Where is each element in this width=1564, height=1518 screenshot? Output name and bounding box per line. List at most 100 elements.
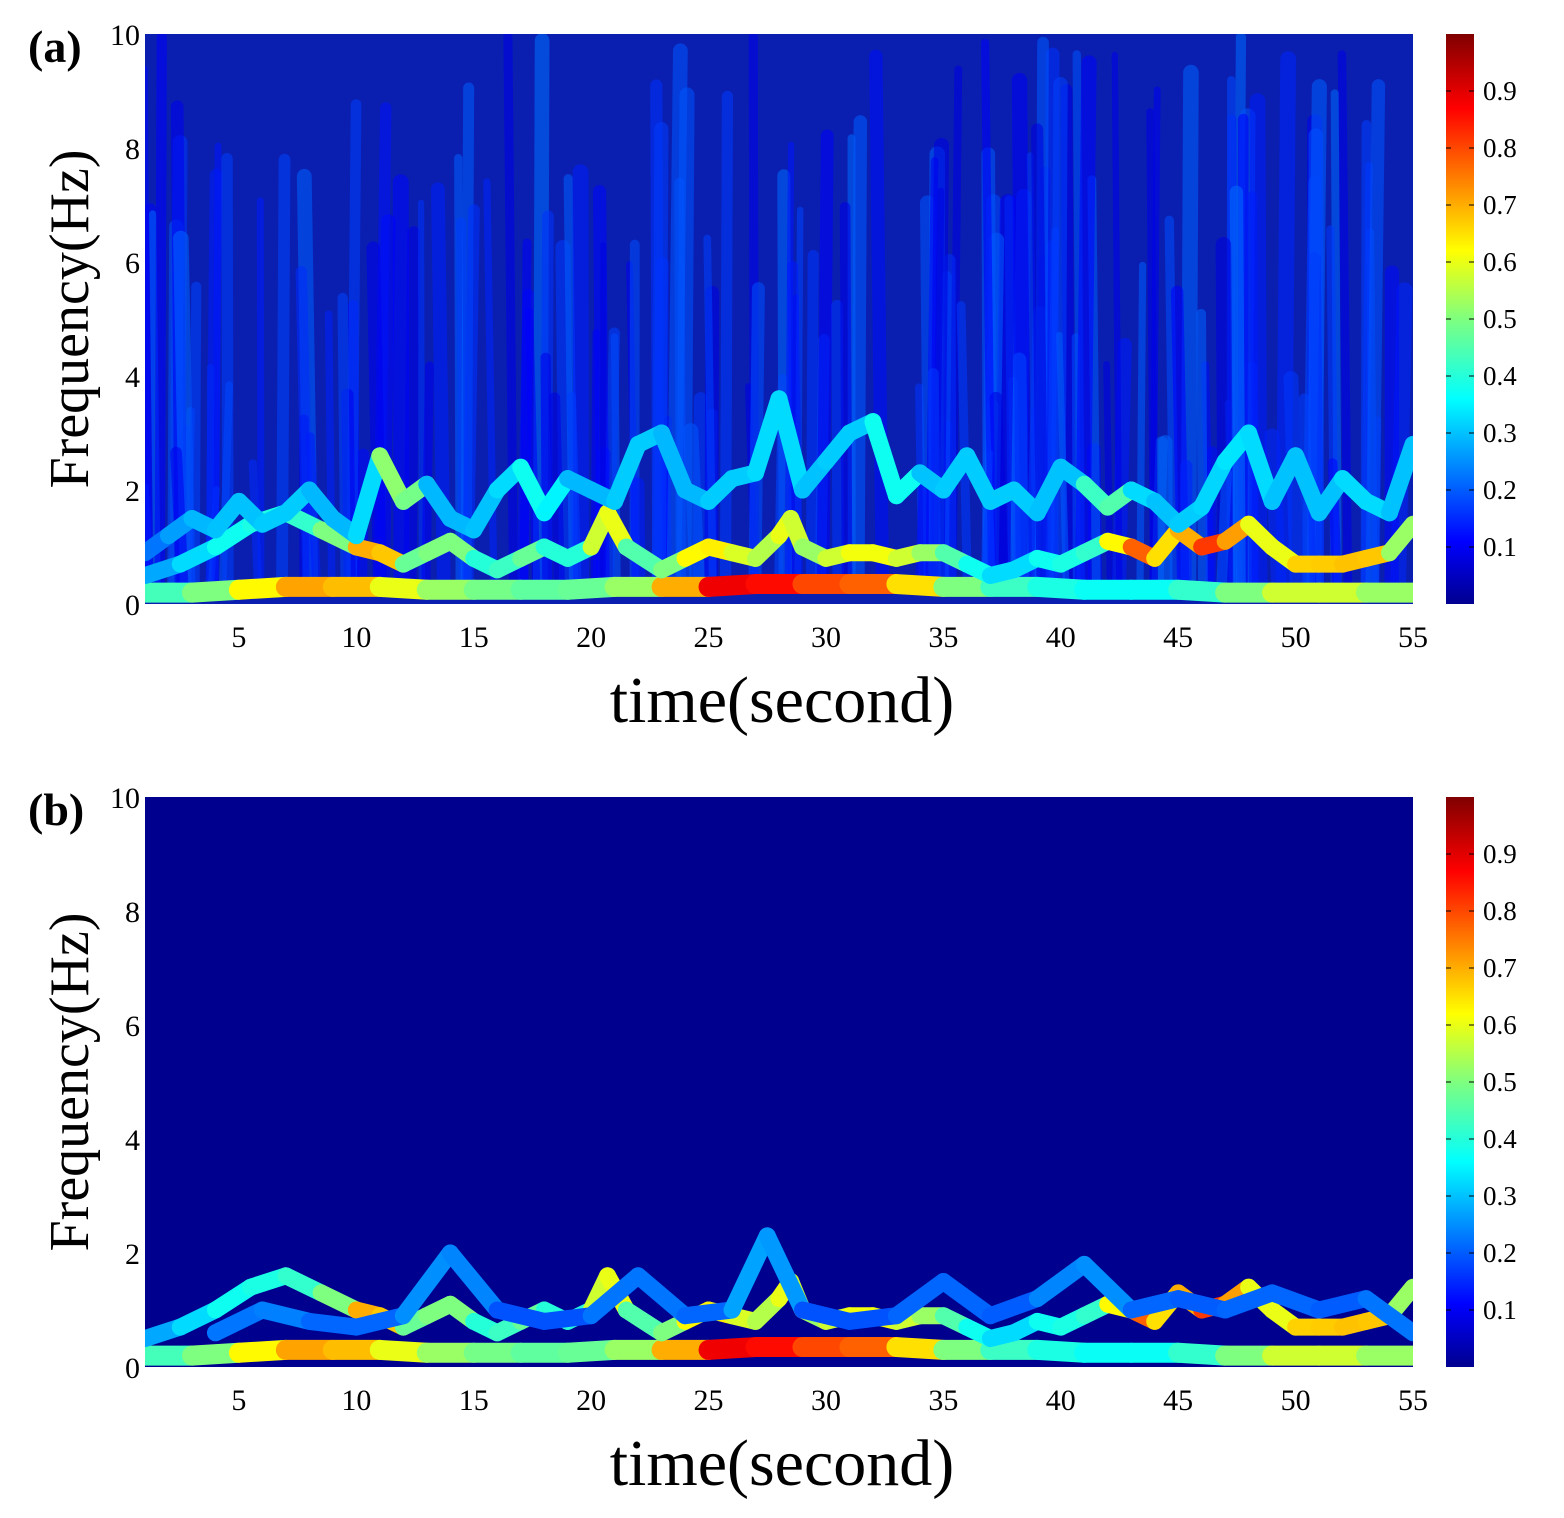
noise-streak xyxy=(956,301,972,592)
ridge-segment-2 xyxy=(1075,1255,1140,1319)
x-tick-label: 10 xyxy=(341,621,371,654)
noise-streak xyxy=(869,49,890,594)
ridge-segment-1 xyxy=(1381,515,1413,562)
ridge-segment-2 xyxy=(864,413,905,505)
noise-streak xyxy=(525,307,541,591)
noise-streak xyxy=(839,202,853,593)
colorbar-tick-label: 0.5 xyxy=(1483,1067,1517,1097)
noise-streak xyxy=(1103,361,1114,591)
noise-streak xyxy=(403,226,421,594)
noise-streak xyxy=(417,199,425,591)
noise-streak xyxy=(602,327,620,593)
colorbar-tick-label: 0.7 xyxy=(1483,953,1517,983)
ridge-segment-2 xyxy=(441,1244,506,1319)
x-tick-label: 35 xyxy=(928,621,958,654)
ridge-segment-2 xyxy=(1240,424,1281,510)
ridge-segment-2 xyxy=(958,447,999,510)
x-tick-label: 30 xyxy=(811,621,841,654)
y-tick-label: 4 xyxy=(125,1124,140,1157)
noise-streak xyxy=(295,266,314,593)
x-tick-label: 50 xyxy=(1281,621,1311,654)
noise-streak xyxy=(1146,108,1158,591)
x-tick-label: 15 xyxy=(459,621,489,654)
ridge-segment-2 xyxy=(206,1301,271,1342)
colorbar-tick-label: 0.8 xyxy=(1483,896,1517,926)
x-axis-label-b: time(second) xyxy=(610,1427,955,1500)
colorbar-tick-label: 0.4 xyxy=(1483,361,1517,391)
colorbar-tick-label: 0.2 xyxy=(1483,1238,1517,1268)
ridge-segment-2 xyxy=(582,1267,647,1325)
ridge-segment-2 xyxy=(606,435,647,510)
x-axis-label-a: time(second) xyxy=(610,664,955,737)
noise-streak xyxy=(805,249,819,593)
noise-streak xyxy=(145,64,152,594)
y-ticks-b: 0 2 4 6 8 10 xyxy=(110,782,140,1385)
noise-streak xyxy=(1302,175,1322,594)
y-axis-label-b: Frequency(Hz) xyxy=(39,913,101,1252)
noise-streak xyxy=(1275,51,1297,595)
ridge-segment-2 xyxy=(1028,1255,1093,1308)
noise-streak xyxy=(1249,93,1268,595)
noise-streak xyxy=(676,87,695,595)
x-ticks-b: 5 10 15 20 25 30 35 40 45 50 55 xyxy=(231,1384,1428,1417)
colorbar-ticks-a: 0.1 0.2 0.3 0.4 0.5 0.6 0.7 0.8 0.9 xyxy=(1446,76,1517,562)
x-tick-label: 10 xyxy=(341,1384,371,1417)
x-ticks-a: 5 10 15 20 25 30 35 40 45 50 55 xyxy=(231,621,1428,654)
noise-streak xyxy=(719,90,734,593)
x-tick-label: 45 xyxy=(1163,621,1193,654)
noise-streak xyxy=(703,234,717,591)
x-tick-label: 55 xyxy=(1398,621,1428,654)
noise-streak xyxy=(1337,50,1353,592)
noise-streak xyxy=(943,254,957,594)
ridge-segment-2 xyxy=(653,424,694,499)
y-tick-label: 4 xyxy=(125,361,140,394)
y-tick-label: 2 xyxy=(125,475,140,508)
noise-streak xyxy=(851,115,868,594)
colorbar-tick-label: 0.6 xyxy=(1483,247,1517,277)
x-tick-label: 30 xyxy=(811,1384,841,1417)
noise-streak xyxy=(1283,371,1305,595)
noise-streak xyxy=(483,178,498,591)
noise-streak xyxy=(305,432,322,592)
colorbar-tick-label: 0.6 xyxy=(1483,1010,1517,1040)
noise-streak xyxy=(915,481,931,593)
noise-streak xyxy=(1360,161,1373,591)
noise-streak xyxy=(748,282,765,594)
noise-streak xyxy=(392,174,410,595)
ridge-segment-2 xyxy=(347,447,389,545)
noise-streak xyxy=(211,142,222,591)
colorbar-tick-label: 0.3 xyxy=(1483,418,1517,448)
ridge-segment-2 xyxy=(723,1227,776,1319)
noise-streak xyxy=(1136,261,1147,591)
noise-streak xyxy=(503,34,519,592)
y-ticks-a: 0 2 4 6 8 10 xyxy=(110,19,140,622)
y-tick-label: 6 xyxy=(125,247,140,280)
noise-streak xyxy=(366,241,387,594)
y-tick-label: 10 xyxy=(110,19,140,52)
y-tick-label: 10 xyxy=(110,782,140,815)
y-tick-label: 0 xyxy=(125,1352,140,1385)
noise-streak xyxy=(651,122,669,594)
y-tick-label: 0 xyxy=(125,589,140,622)
heatmap-traces-b xyxy=(145,1227,1413,1366)
x-tick-label: 5 xyxy=(231,1384,246,1417)
x-tick-label: 50 xyxy=(1281,1384,1311,1417)
noise-streak xyxy=(666,43,688,595)
x-tick-label: 45 xyxy=(1163,1384,1193,1417)
colorbar-ticks-b: 0.1 0.2 0.3 0.4 0.5 0.6 0.7 0.8 0.9 xyxy=(1446,839,1517,1325)
noise-streak xyxy=(431,182,451,594)
ridge-segment-2 xyxy=(934,1273,999,1325)
noise-streak xyxy=(1074,55,1097,595)
colorbar-tick-label: 0.9 xyxy=(1483,839,1517,869)
colorbar-tick-label: 0.8 xyxy=(1483,133,1517,163)
noise-streak xyxy=(189,281,202,592)
noise-streak xyxy=(519,238,532,592)
colorbar-tick-label: 0.4 xyxy=(1483,1124,1517,1154)
y-tick-label: 8 xyxy=(125,896,140,929)
noise-streak xyxy=(1045,227,1060,591)
noise-streak xyxy=(816,129,834,594)
ridge-segment-2 xyxy=(1287,447,1328,522)
